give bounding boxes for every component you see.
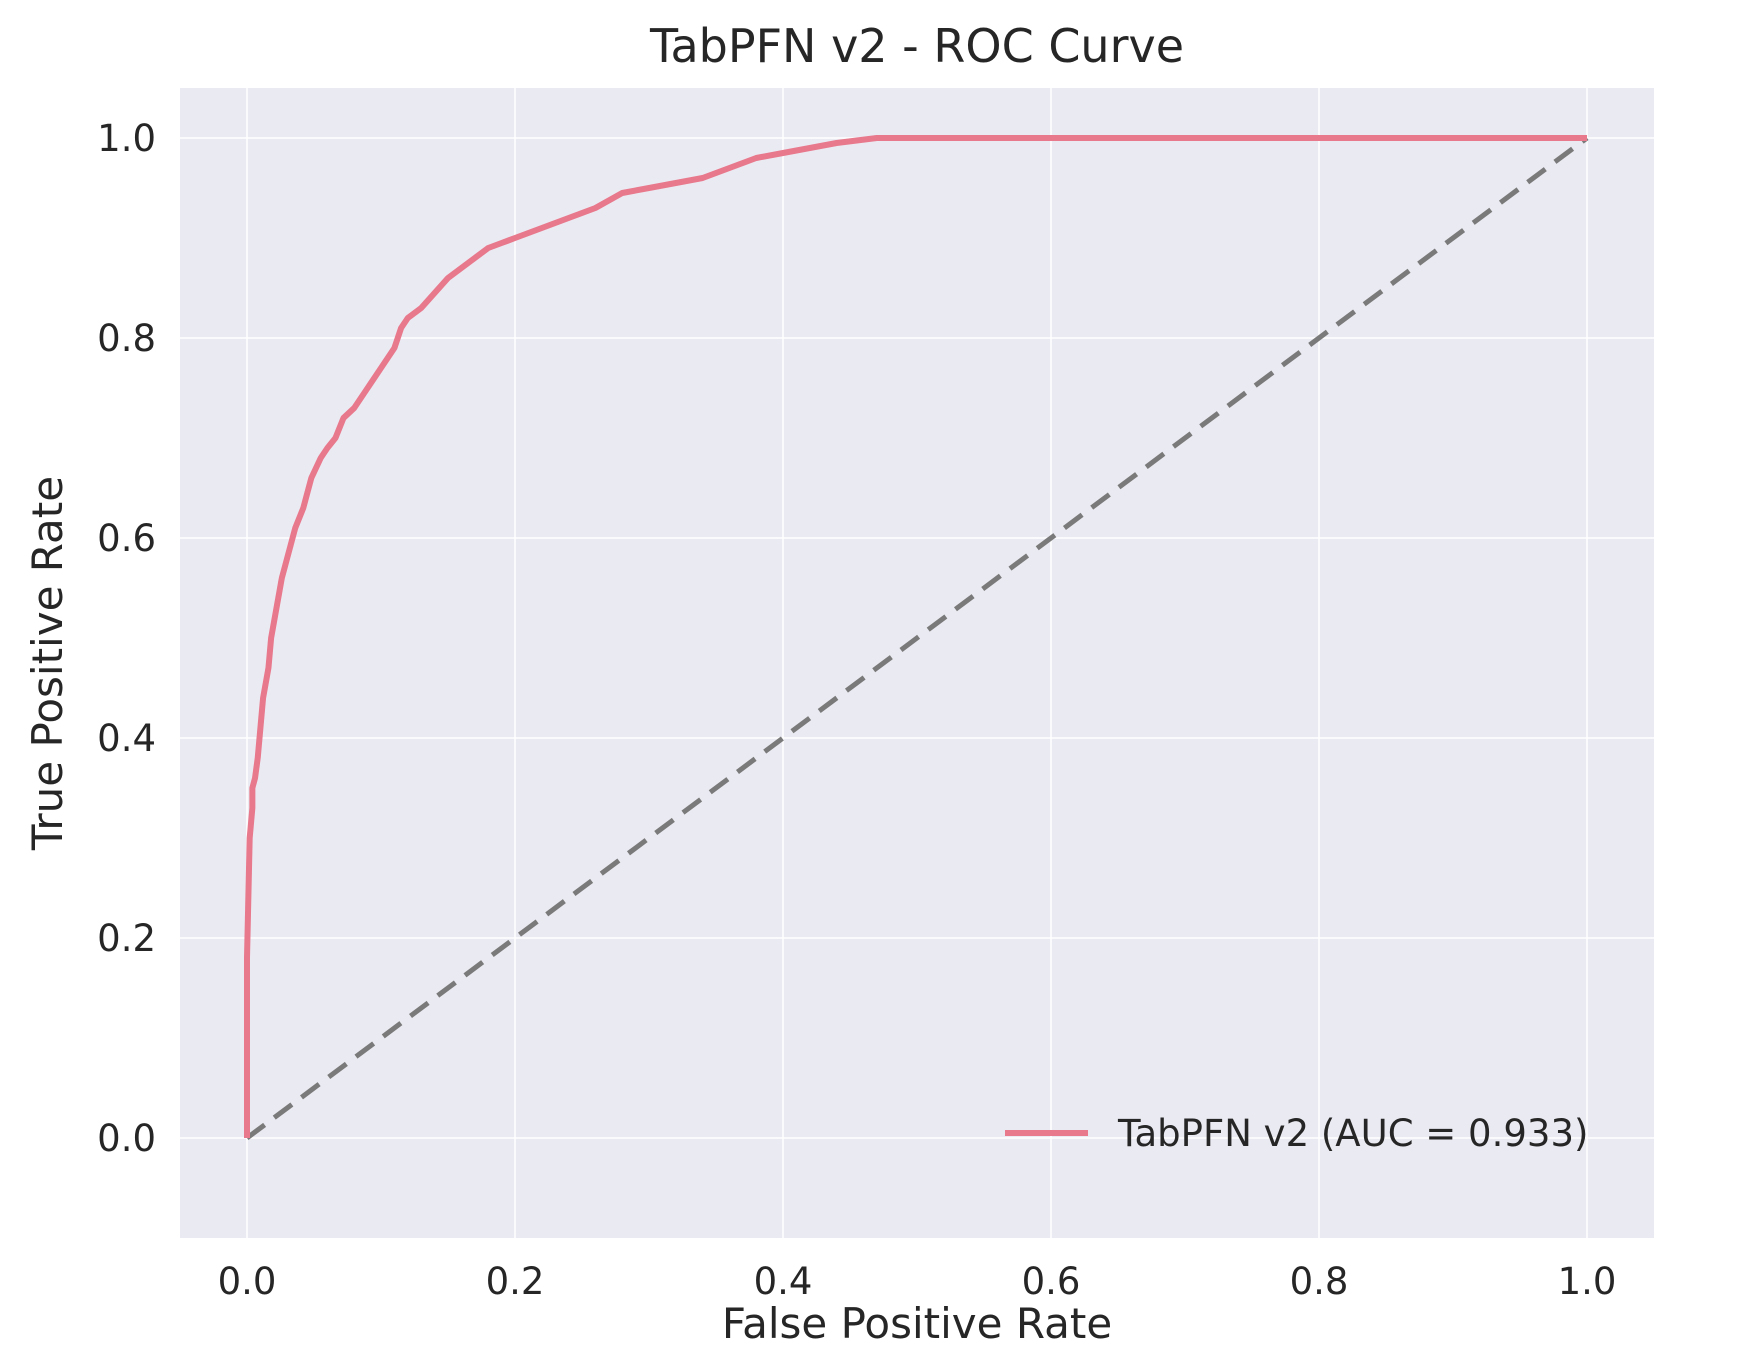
x-tick-label: 0.2 bbox=[486, 1260, 545, 1303]
x-axis-label: False Positive Rate bbox=[722, 1299, 1112, 1348]
plot-area bbox=[180, 88, 1654, 1238]
y-tick-label: 0.8 bbox=[97, 317, 156, 360]
grid-lines bbox=[180, 88, 1654, 1238]
legend: TabPFN v2 (AUC = 0.933) bbox=[1005, 1112, 1588, 1155]
legend-label: TabPFN v2 (AUC = 0.933) bbox=[1117, 1112, 1588, 1155]
y-axis-label: True Positive Rate bbox=[23, 476, 72, 851]
random-baseline-line bbox=[245, 135, 1589, 1141]
series-layer bbox=[244, 135, 1589, 1141]
x-tick-label: 0.4 bbox=[754, 1260, 813, 1303]
y-tick-label: 0.6 bbox=[97, 517, 156, 560]
x-tick-label: 1.0 bbox=[1558, 1260, 1617, 1303]
y-tick-label: 1.0 bbox=[97, 117, 156, 160]
y-tick-label: 0.2 bbox=[97, 917, 156, 960]
y-tick-label: 0.0 bbox=[97, 1117, 156, 1160]
tick-labels: 0.0 0.2 0.4 0.6 0.8 1.0 0.0 0.2 0.4 0.6 0.8 1.0 bbox=[97, 117, 1616, 1303]
x-tick-label: 0.0 bbox=[218, 1260, 277, 1303]
roc-curve-line bbox=[244, 135, 1587, 1138]
chart-title: TabPFN v2 - ROC Curve bbox=[649, 19, 1184, 73]
y-tick-label: 0.4 bbox=[97, 717, 156, 760]
x-tick-label: 0.8 bbox=[1290, 1260, 1349, 1303]
x-tick-label: 0.6 bbox=[1022, 1260, 1081, 1303]
